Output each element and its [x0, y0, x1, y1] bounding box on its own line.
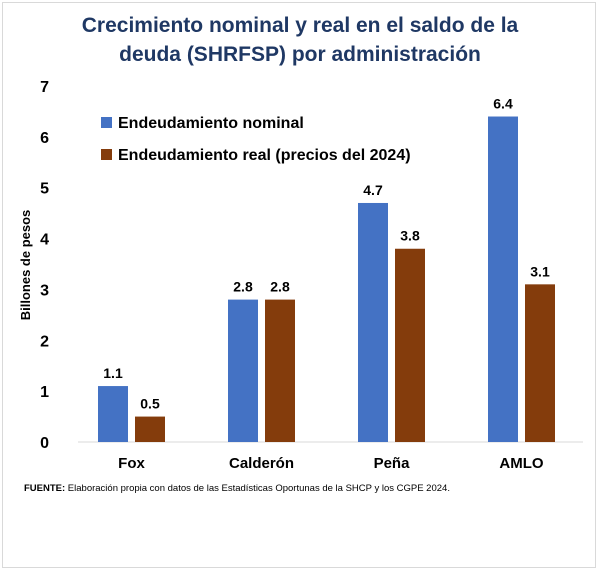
chart-title-line-1: Crecimiento nominal y real en el saldo d… — [82, 14, 519, 37]
legend: Endeudamiento nominal Endeudamiento real … — [101, 115, 411, 164]
legend-label: Endeudamiento nominal — [118, 115, 304, 132]
chart-title-line-2: deuda (SHRFSP) por administración — [119, 43, 481, 66]
y-tick-label: 5 — [40, 181, 49, 198]
y-tick-label: 3 — [40, 282, 49, 299]
bar-real — [525, 284, 555, 442]
x-tick-label: Fox — [118, 455, 145, 472]
data-label: 6.4 — [493, 96, 513, 112]
y-tick-label: 4 — [40, 232, 49, 249]
y-axis-label: Billones de pesos — [18, 210, 33, 321]
data-label: 2.8 — [233, 279, 253, 295]
bar-nominal — [488, 116, 518, 442]
y-tick-label: 1 — [40, 384, 49, 401]
bar-real — [265, 299, 295, 442]
y-tick-label: 2 — [40, 333, 49, 350]
data-label: 1.1 — [103, 365, 123, 381]
bars-layer — [98, 116, 555, 442]
data-label: 4.7 — [363, 182, 383, 198]
legend-label: Endeudamiento real (precios del 2024) — [118, 147, 411, 164]
bar-real — [135, 416, 165, 442]
data-label: 3.8 — [400, 228, 420, 244]
y-tick-label: 6 — [40, 130, 49, 147]
data-label: 3.1 — [530, 263, 550, 279]
chart-frame — [2, 2, 596, 568]
x-tick-label: Peña — [374, 455, 411, 472]
source-label: FUENTE: — [24, 483, 66, 494]
bar-nominal — [228, 299, 258, 442]
y-tick-label: 7 — [40, 79, 49, 96]
legend-swatch — [101, 149, 112, 160]
source-note: FUENTE: Elaboración propia con datos de … — [24, 483, 450, 494]
labels-layer: 1.1 0.5 Fox 2.8 2.8 Calderón 4.7 3.8 Peña 6.4 3.1 A… — [103, 96, 550, 472]
bar-nominal — [358, 202, 388, 442]
y-tick-label: 0 — [40, 435, 49, 452]
bar-real — [395, 248, 425, 442]
source-text: Elaboración propia con datos de las Esta… — [65, 483, 450, 494]
legend-swatch — [101, 117, 112, 128]
bar-nominal — [98, 386, 128, 442]
x-tick-label: AMLO — [499, 455, 543, 472]
x-tick-label: Calderón — [229, 455, 294, 472]
data-label: 2.8 — [270, 279, 290, 295]
data-label: 0.5 — [140, 396, 160, 412]
